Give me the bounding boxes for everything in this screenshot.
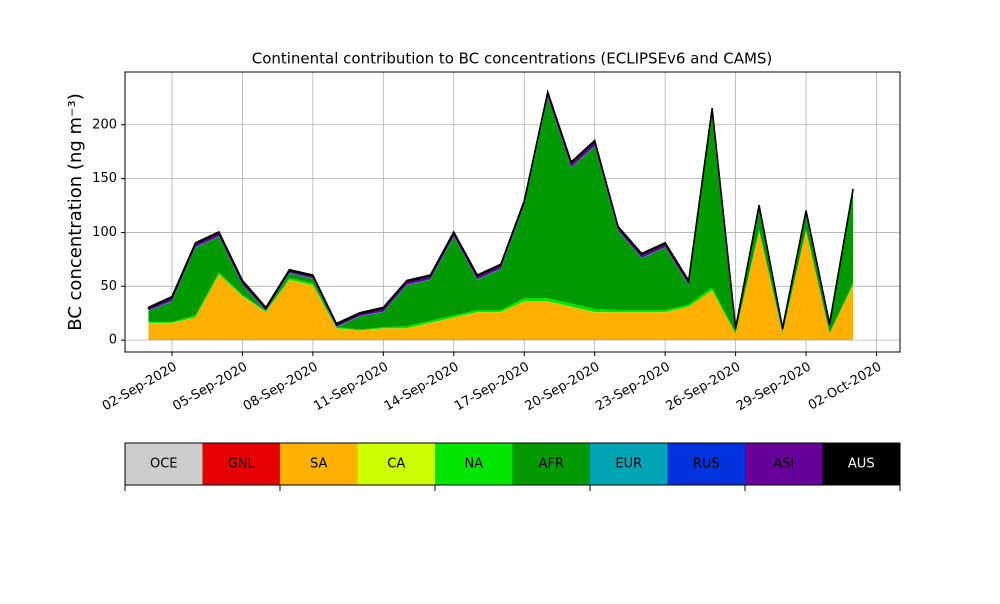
- x-tick-label: 02-Oct-2020: [806, 360, 884, 414]
- y-tick-label: 200: [92, 117, 117, 132]
- x-tick-label: 20-Sep-2020: [523, 360, 603, 415]
- x-tick-label: 29-Sep-2020: [734, 360, 814, 415]
- legend-label: NA: [464, 457, 483, 472]
- y-tick-label: 100: [92, 225, 117, 240]
- legend-label: AUS: [848, 457, 875, 472]
- legend-label: GNL: [228, 457, 256, 472]
- legend-label: ASI: [773, 457, 794, 472]
- chart-title: Continental contribution to BC concentra…: [252, 50, 773, 68]
- legend-label: AFR: [539, 457, 564, 472]
- legend: OCE GNL SA CA NA AFR EUR RUS ASI AUS: [125, 443, 900, 485]
- legend-label: SA: [310, 457, 327, 472]
- x-tick-label: 11-Sep-2020: [311, 360, 391, 415]
- legend-label: EUR: [615, 457, 642, 472]
- legend-label: RUS: [693, 457, 720, 472]
- y-tick-label: 50: [100, 279, 117, 294]
- legend-label: CA: [387, 457, 405, 472]
- x-tick-label: 17-Sep-2020: [452, 360, 532, 415]
- x-tick-label: 14-Sep-2020: [382, 360, 462, 415]
- y-axis-label: BC concentration (ng m⁻³): [65, 93, 86, 331]
- x-tick-label: 26-Sep-2020: [664, 360, 744, 415]
- x-tick-label: 23-Sep-2020: [593, 360, 673, 415]
- x-tick-label: 02-Sep-2020: [100, 360, 180, 415]
- x-tick-label: 08-Sep-2020: [241, 360, 321, 415]
- x-tick-label: 05-Sep-2020: [170, 360, 250, 415]
- y-tick-label: 0: [109, 333, 117, 348]
- y-tick-label: 150: [92, 171, 117, 186]
- legend-ticks: [125, 485, 900, 491]
- legend-label: OCE: [150, 457, 178, 472]
- area: [148, 340, 853, 341]
